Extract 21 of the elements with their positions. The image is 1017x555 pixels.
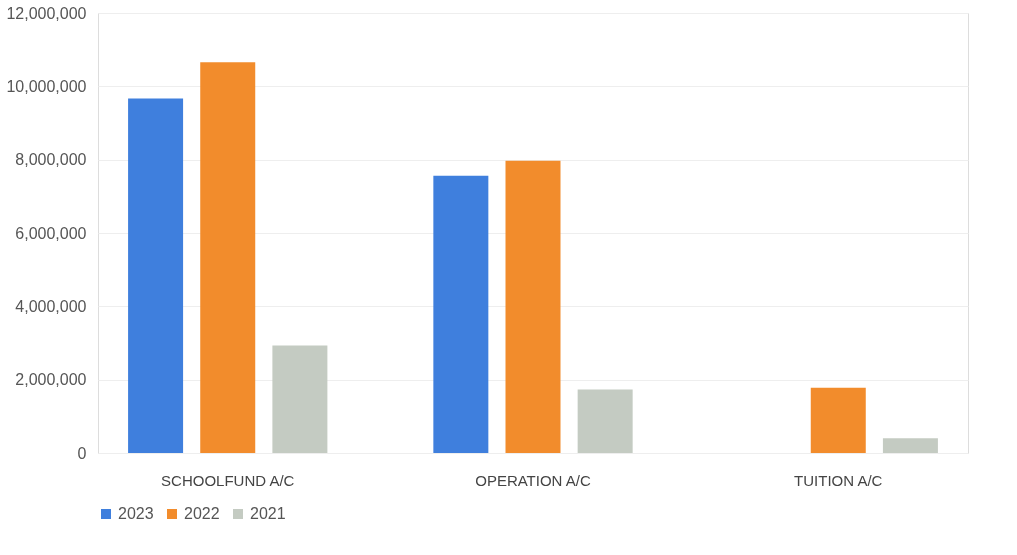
bar bbox=[577, 389, 633, 453]
bar bbox=[505, 160, 561, 453]
y-tick-label: 8,000,000 bbox=[15, 151, 87, 169]
bar bbox=[272, 345, 328, 453]
legend-label: 2022 bbox=[184, 505, 220, 522]
y-tick-label: 2,000,000 bbox=[15, 371, 87, 389]
y-tick-label: 10,000,000 bbox=[6, 77, 87, 95]
y-tick-label: 0 bbox=[77, 444, 87, 462]
legend-label: 2021 bbox=[250, 505, 286, 522]
legend-label: 2023 bbox=[118, 505, 154, 522]
y-tick-label: 12,000,000 bbox=[6, 4, 87, 22]
x-tick-label: TUITION A/C bbox=[794, 471, 883, 489]
bar bbox=[810, 387, 866, 453]
x-tick-label: SCHOOLFUND A/C bbox=[161, 471, 295, 489]
bar bbox=[128, 98, 184, 453]
y-tick-label: 6,000,000 bbox=[15, 224, 87, 242]
bar bbox=[882, 438, 938, 453]
bar bbox=[200, 62, 256, 453]
y-tick-label: 4,000,000 bbox=[15, 297, 87, 315]
bar bbox=[433, 175, 489, 453]
x-tick-label: OPERATION A/C bbox=[475, 471, 591, 489]
